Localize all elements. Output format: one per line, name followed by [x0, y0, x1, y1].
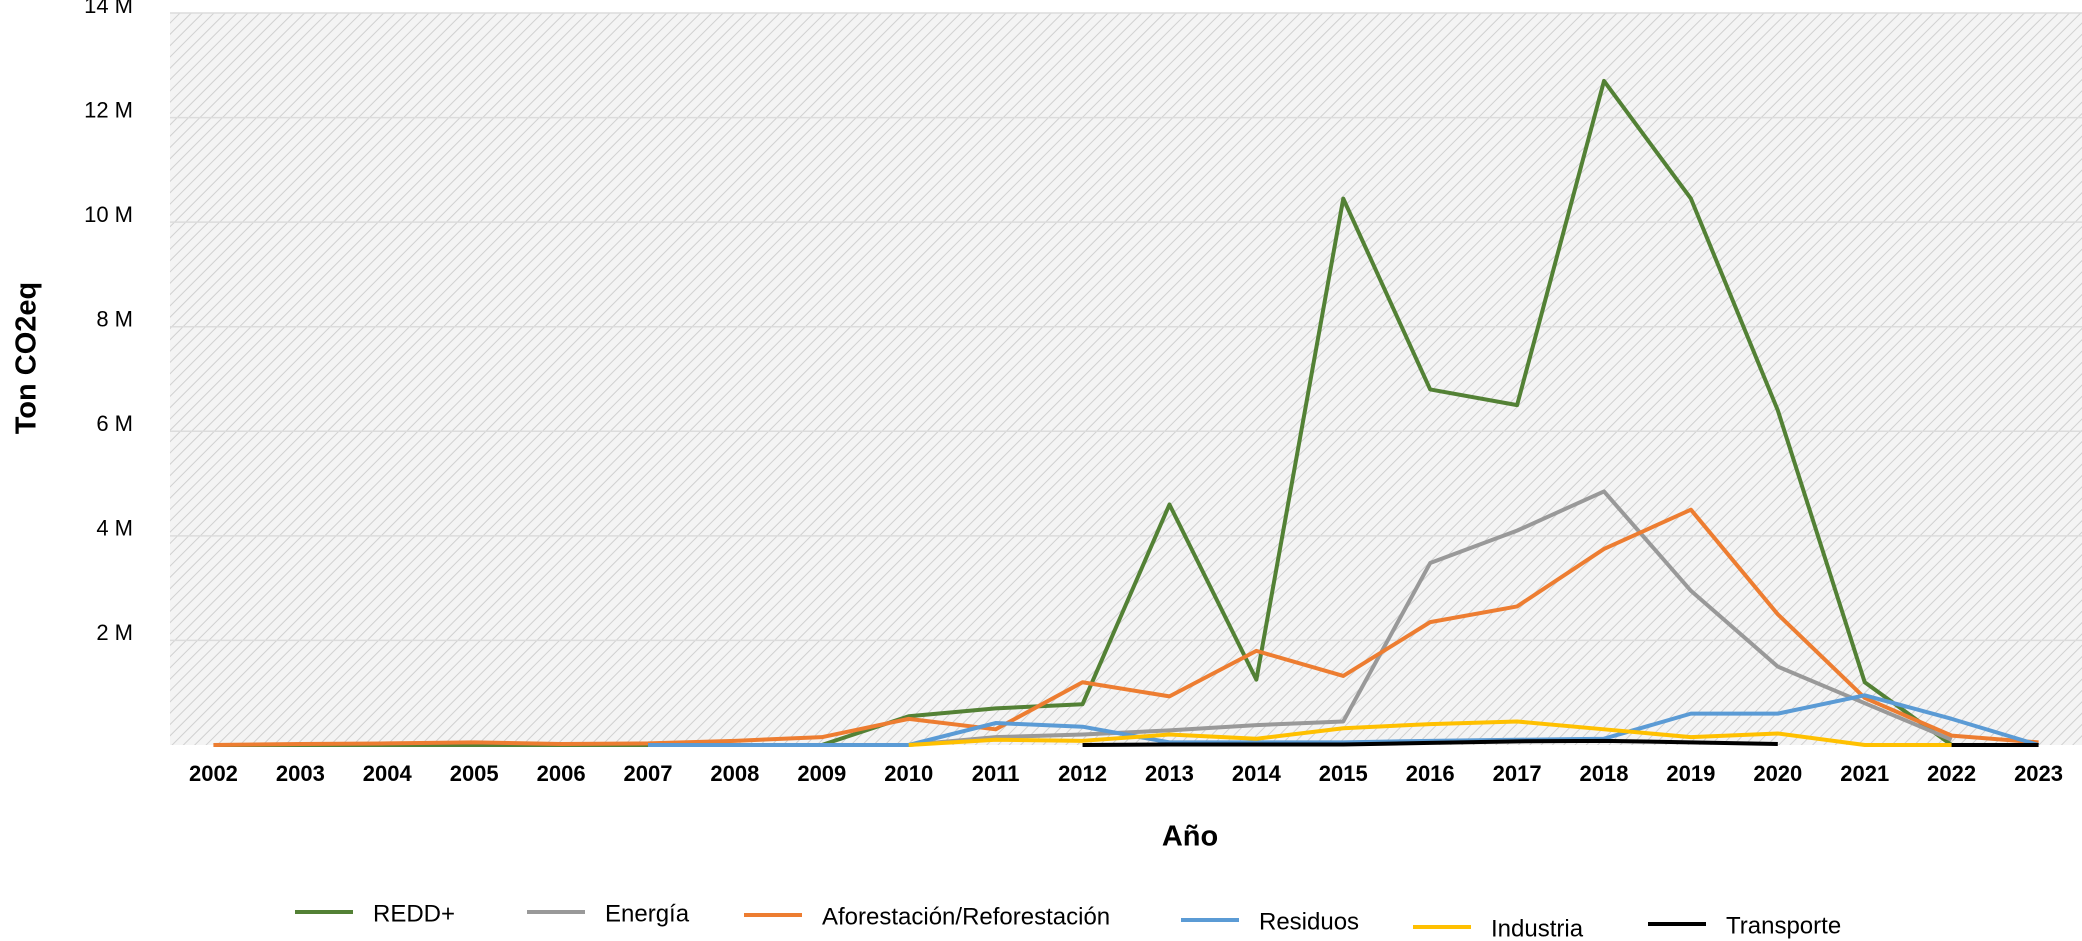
data-line	[908, 489, 1953, 747]
y-tick-label: 4 M	[96, 516, 133, 541]
x-tick-label: 2022	[1927, 761, 1976, 786]
x-tick-label: 2018	[1580, 761, 1629, 786]
x-tick-label: 2019	[1666, 761, 1715, 786]
legend-label: Energía	[605, 900, 690, 927]
x-tick-label: 2015	[1319, 761, 1368, 786]
x-tick-label: 2011	[972, 761, 1020, 786]
x-tick-label: 2007	[624, 761, 673, 786]
x-tick-label: 2017	[1493, 761, 1542, 786]
data-line	[908, 719, 1952, 747]
x-tick-label: 2014	[1232, 761, 1282, 786]
y-axis-title: Ton CO2eq	[11, 282, 43, 435]
x-tick-label: 2021	[1840, 761, 1889, 786]
legend-label: Residuos	[1259, 908, 1359, 935]
x-tick-label: 2012	[1058, 761, 1107, 786]
data-line	[1082, 738, 2039, 747]
x-tick-label: 2009	[797, 761, 846, 786]
x-tick-label: 2013	[1145, 761, 1194, 786]
x-tick-label: 2010	[884, 761, 933, 786]
x-tick-label: 2016	[1406, 761, 1455, 786]
x-tick-label: 2003	[276, 761, 325, 786]
legend-label: Transporte	[1726, 912, 1841, 939]
legend-label: REDD+	[373, 900, 455, 927]
x-tick-label: 2005	[450, 761, 499, 786]
y-tick-label: 8 M	[96, 307, 133, 332]
y-tick-label: 2 M	[96, 620, 133, 645]
x-tick-label: 2004	[363, 761, 413, 786]
x-tick-label: 2008	[710, 761, 759, 786]
y-tick-label: 12 M	[84, 97, 133, 122]
y-tick-label: 6 M	[96, 411, 133, 436]
x-tick-label: 2023	[2014, 761, 2063, 786]
x-tick-label: 2020	[1753, 761, 1802, 786]
x-axis-title: Año	[1162, 821, 1218, 853]
x-tick-label: 2006	[537, 761, 586, 786]
y-tick-label: 10 M	[84, 202, 133, 227]
legend-label: Aforestación/Reforestación	[822, 903, 1110, 930]
plot-background	[170, 13, 2082, 745]
y-tick-label: 14 M	[84, 0, 133, 18]
x-tick-label: 2002	[189, 761, 238, 786]
data-line	[213, 507, 2039, 747]
legend-label: Industria	[1491, 915, 1584, 941]
data-line	[648, 693, 2040, 747]
